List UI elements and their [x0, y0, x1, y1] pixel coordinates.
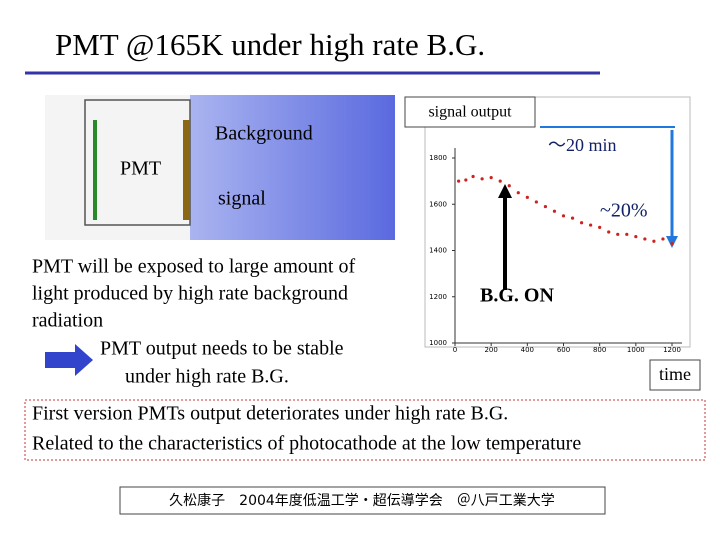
plot-frame [424, 96, 691, 348]
label: ~20% [600, 200, 647, 222]
body-text: under high rate B.G. [125, 366, 289, 388]
note-box [24, 399, 706, 461]
label: signal output [428, 104, 512, 121]
point [516, 191, 520, 195]
figure-panel [45, 95, 195, 240]
footer-box [119, 486, 606, 515]
point [607, 230, 611, 234]
point [661, 237, 665, 241]
x-tick-label: 200 [484, 346, 497, 354]
label: PMT [120, 158, 161, 180]
point [507, 184, 511, 188]
point [498, 179, 502, 183]
x-tick-label: 1200 [663, 346, 681, 354]
x-tick-label: 400 [521, 346, 534, 354]
point [561, 214, 566, 218]
point [552, 209, 557, 213]
body-text: PMT output needs to be stable [100, 338, 344, 360]
label-box [404, 96, 536, 128]
point [598, 225, 602, 229]
label: signal [218, 188, 266, 210]
point [471, 174, 475, 179]
point [634, 235, 638, 239]
body-text: PMT will be exposed to large amount of [32, 256, 355, 278]
point [670, 241, 674, 246]
point [652, 239, 656, 243]
note-text: Related to the characteristics of photoc… [32, 433, 581, 455]
point [464, 178, 468, 182]
label: ～20 min [548, 135, 617, 155]
point [534, 200, 538, 204]
label: time [659, 364, 691, 384]
note-text: First version PMTs output deteriorates u… [32, 403, 508, 425]
point [480, 177, 484, 181]
point [579, 221, 584, 225]
y-tick-label: 1600 [429, 200, 447, 208]
y-tick-label: 1800 [429, 154, 447, 162]
y-tick-label: 1000 [429, 339, 447, 347]
label-box [649, 359, 701, 391]
point [457, 179, 461, 183]
light-region [190, 95, 395, 240]
point [625, 232, 629, 236]
label: B.G. ON [480, 285, 554, 307]
point [525, 195, 529, 199]
arrow-head [498, 184, 512, 198]
label: Background [215, 123, 313, 145]
point [489, 176, 493, 180]
x-tick-label: 1000 [627, 346, 645, 354]
point [589, 223, 593, 227]
x-tick-label: 600 [557, 346, 570, 354]
x-tick-label: 800 [593, 346, 606, 354]
body-text: light produced by high rate background [32, 283, 348, 305]
photocathode [183, 120, 190, 220]
y-tick-label: 1200 [429, 293, 447, 301]
point [543, 204, 548, 209]
point [616, 232, 620, 236]
title: PMT @165K under high rate B.G. [55, 27, 485, 62]
plot: 1000 1200 1400 1600 1800 0 200 400 600 800 1000 120… [429, 148, 682, 354]
body-text: radiation [32, 310, 103, 332]
point [643, 237, 647, 241]
y-tick-label: 1400 [429, 247, 447, 255]
arrow [45, 344, 93, 376]
x-tick-label: 0 [453, 346, 457, 354]
point [570, 216, 575, 220]
footer: 久松康子 2004年度低温工学・超伝導学会 ＠八戸工業大学 [169, 492, 555, 509]
